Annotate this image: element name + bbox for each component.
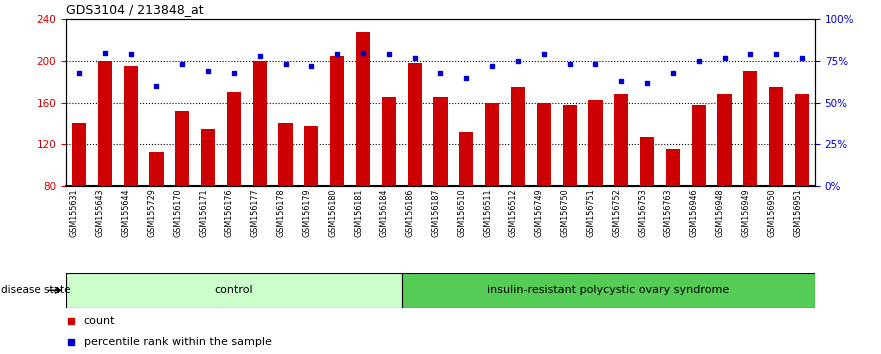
Bar bbox=[589, 99, 603, 186]
Bar bbox=[253, 61, 267, 186]
Bar bbox=[304, 126, 319, 186]
Bar bbox=[72, 124, 86, 186]
Text: GSM156750: GSM156750 bbox=[560, 188, 570, 237]
Bar bbox=[459, 132, 473, 186]
Text: GSM156763: GSM156763 bbox=[664, 188, 673, 237]
Text: GSM155644: GSM155644 bbox=[122, 188, 130, 237]
Text: GSM156749: GSM156749 bbox=[535, 188, 544, 237]
Bar bbox=[640, 137, 655, 186]
Text: GSM156187: GSM156187 bbox=[432, 188, 440, 237]
Text: GSM156176: GSM156176 bbox=[225, 188, 234, 237]
Text: GSM156950: GSM156950 bbox=[767, 188, 776, 237]
Text: count: count bbox=[84, 316, 115, 326]
Bar bbox=[692, 105, 706, 186]
Bar bbox=[356, 32, 370, 186]
Text: GSM156510: GSM156510 bbox=[457, 188, 466, 237]
Bar bbox=[769, 87, 783, 186]
Text: GSM156948: GSM156948 bbox=[715, 188, 724, 237]
Text: GSM156186: GSM156186 bbox=[405, 188, 415, 236]
Bar bbox=[485, 103, 500, 186]
Text: GSM156751: GSM156751 bbox=[587, 188, 596, 237]
Bar bbox=[330, 56, 344, 186]
Text: disease state: disease state bbox=[1, 285, 70, 295]
Bar bbox=[744, 72, 758, 186]
Text: GSM156171: GSM156171 bbox=[199, 188, 208, 237]
Text: GSM156180: GSM156180 bbox=[329, 188, 337, 236]
Text: GSM156946: GSM156946 bbox=[690, 188, 699, 237]
Bar bbox=[537, 103, 551, 186]
Text: GSM156179: GSM156179 bbox=[302, 188, 311, 237]
Text: percentile rank within the sample: percentile rank within the sample bbox=[84, 337, 271, 348]
Text: GSM155631: GSM155631 bbox=[70, 188, 79, 237]
Text: GSM156951: GSM156951 bbox=[793, 188, 802, 237]
Text: GSM156170: GSM156170 bbox=[174, 188, 182, 237]
Text: GSM156184: GSM156184 bbox=[380, 188, 389, 236]
Bar bbox=[66, 273, 402, 308]
Bar bbox=[150, 152, 164, 186]
Bar bbox=[717, 95, 731, 186]
Bar bbox=[795, 95, 809, 186]
Text: GSM156181: GSM156181 bbox=[354, 188, 363, 236]
Text: GSM155729: GSM155729 bbox=[147, 188, 157, 237]
Bar bbox=[408, 63, 422, 186]
Text: GSM156752: GSM156752 bbox=[612, 188, 621, 237]
Bar bbox=[433, 97, 448, 186]
Bar bbox=[123, 66, 137, 186]
Bar bbox=[511, 87, 525, 186]
Text: GSM156177: GSM156177 bbox=[251, 188, 260, 237]
Text: GSM156511: GSM156511 bbox=[483, 188, 492, 237]
Text: GSM156753: GSM156753 bbox=[638, 188, 647, 237]
Bar bbox=[226, 92, 241, 186]
Bar bbox=[614, 95, 628, 186]
Text: GSM156178: GSM156178 bbox=[277, 188, 285, 237]
Bar bbox=[381, 97, 396, 186]
Bar bbox=[666, 149, 680, 186]
Bar bbox=[278, 124, 292, 186]
Bar bbox=[201, 129, 215, 186]
Text: GSM155643: GSM155643 bbox=[96, 188, 105, 237]
Text: GDS3104 / 213848_at: GDS3104 / 213848_at bbox=[66, 3, 204, 16]
Bar bbox=[402, 273, 815, 308]
Text: GSM156949: GSM156949 bbox=[742, 188, 751, 237]
Bar bbox=[562, 105, 577, 186]
Text: control: control bbox=[215, 285, 253, 295]
Text: GSM156512: GSM156512 bbox=[509, 188, 518, 237]
Bar bbox=[175, 111, 189, 186]
Bar bbox=[98, 61, 112, 186]
Text: insulin-resistant polycystic ovary syndrome: insulin-resistant polycystic ovary syndr… bbox=[487, 285, 729, 295]
